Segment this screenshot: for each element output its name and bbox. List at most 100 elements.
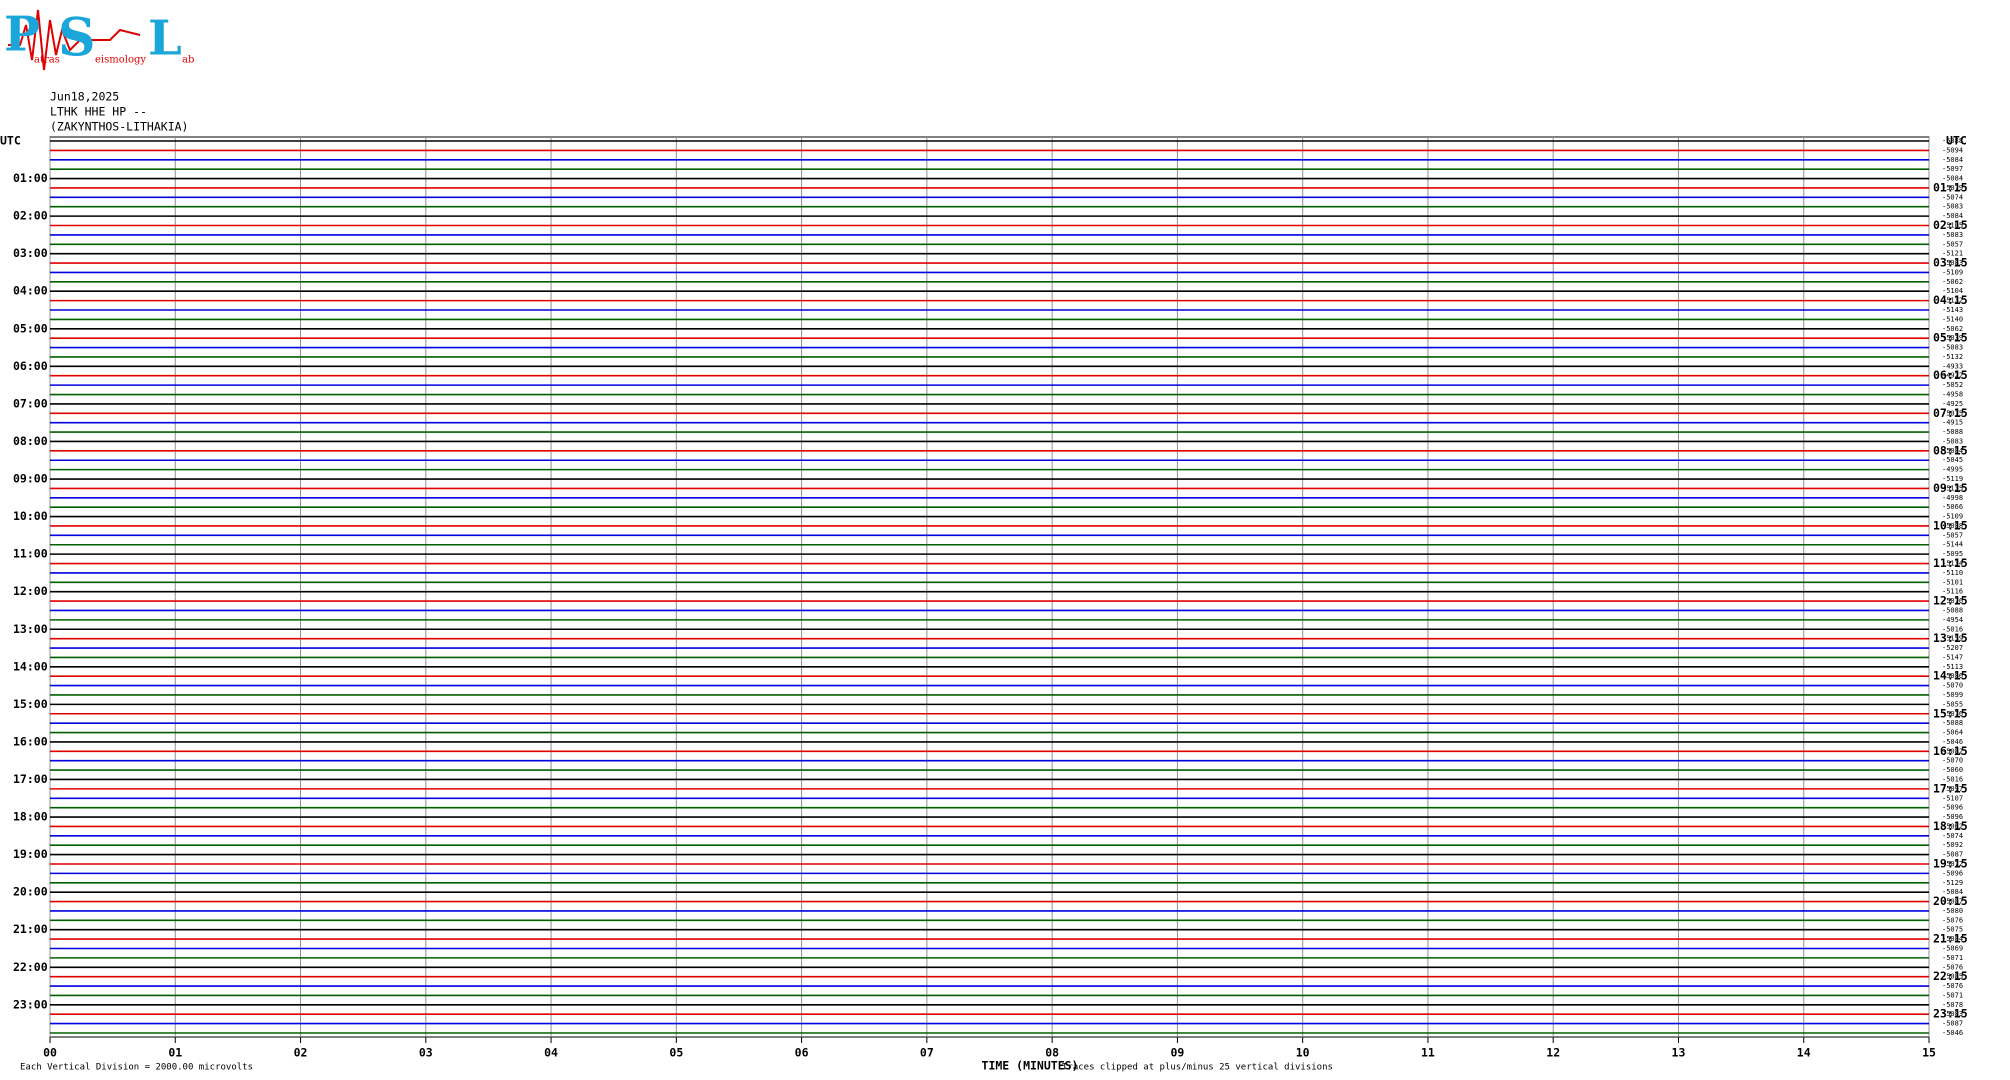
trace-offset: -5132: [1942, 297, 1963, 305]
trace-offset: -5086: [1942, 672, 1963, 680]
trace-offset: -5096: [1942, 804, 1963, 812]
left-time-label: 07:00: [13, 396, 48, 410]
trace-offset: -5116: [1942, 588, 1963, 596]
trace-offset: -5087: [1942, 851, 1963, 859]
trace-offset: -5046: [1942, 738, 1963, 746]
left-time-label: 18:00: [13, 810, 48, 824]
trace-offset: -5062: [1942, 822, 1963, 830]
trace-offset: -4915: [1942, 419, 1963, 427]
logo-wave: [8, 9, 141, 71]
right-time-label: 04:15: [1933, 293, 1968, 307]
trace-offset: -5083: [1942, 231, 1963, 239]
left-time-label: 11:00: [13, 547, 48, 561]
trace-offset: -5143: [1942, 306, 1963, 314]
right-time-label: 03:15: [1933, 256, 1968, 270]
trace-offset: -4933: [1942, 362, 1963, 370]
x-tick-label: 01: [168, 1046, 182, 1060]
trace-offset: -5075: [1942, 926, 1963, 934]
trace-offset: -4925: [1942, 400, 1963, 408]
trace-offset: -5078: [1942, 1001, 1963, 1009]
right-time-label: 05:15: [1933, 331, 1968, 345]
trace-offset: -5113: [1942, 663, 1963, 671]
trace-offset: -4998: [1942, 494, 1963, 502]
trace-offset: -5060: [1942, 766, 1963, 774]
right-title: UTC: [1946, 134, 1967, 148]
trace-offset: -5084: [1942, 212, 1963, 220]
logo-letter: S: [58, 8, 96, 69]
trace-offset: -5121: [1942, 250, 1963, 258]
trace-offset: -5076: [1942, 963, 1963, 971]
note-left: Each Vertical Division = 2000.00 microvo…: [20, 1063, 253, 1073]
trace-offset: -5109: [1942, 268, 1963, 276]
right-time-label: 01:15: [1933, 180, 1968, 194]
x-axis-label: TIME (MINUTES): [982, 1059, 1079, 1073]
left-time-label: 13:00: [13, 622, 48, 636]
right-time-label: 16:15: [1933, 744, 1968, 758]
trace-offset: -5119: [1942, 475, 1963, 483]
logo-letter: P: [4, 7, 40, 63]
trace-offset: -5055: [1942, 700, 1963, 708]
trace-offset: -5101: [1942, 578, 1963, 586]
trace-offset: -5016: [1942, 625, 1963, 633]
trace-offset: -5074: [1942, 832, 1963, 840]
trace-offset: -5080: [1942, 907, 1963, 915]
right-time-label: 13:15: [1933, 631, 1968, 645]
date: Jun18,2025: [50, 90, 119, 104]
trace-offset: -5110: [1942, 569, 1963, 577]
trace-offset: -5071: [1942, 954, 1963, 962]
left-time-label: 20:00: [13, 885, 48, 899]
x-tick-label: 04: [544, 1046, 558, 1060]
left-time-label: 22:00: [13, 960, 48, 974]
left-time-label: 08:00: [13, 434, 48, 448]
trace-offset: -5085: [1942, 973, 1963, 981]
right-time-label: 22:15: [1933, 969, 1968, 983]
logo-letter: L: [148, 11, 182, 67]
trace-offset: -5083: [1942, 1010, 1963, 1018]
trace-offset: -5129: [1942, 879, 1963, 887]
trace-offset: -5207: [1942, 644, 1963, 652]
trace-offset: -5144: [1942, 541, 1963, 549]
trace-offset: -5057: [1942, 531, 1963, 539]
trace-offset: -5096: [1942, 869, 1963, 877]
left-time-label: 03:00: [13, 246, 48, 260]
trace-offset: -5132: [1942, 353, 1963, 361]
trace-offset: -5140: [1942, 315, 1963, 323]
left-time-label: 23:00: [13, 997, 48, 1011]
right-time-label: 20:15: [1933, 894, 1968, 908]
trace-offset: -5039: [1942, 334, 1963, 342]
trace-offset: -5052: [1942, 381, 1963, 389]
trace-offset: -5084: [1942, 888, 1963, 896]
x-tick-label: 03: [419, 1046, 433, 1060]
trace-offset: -5057: [1942, 240, 1963, 248]
trace-offset: -5105: [1942, 222, 1963, 230]
trace-offset: -5045: [1942, 456, 1963, 464]
right-time-label: 14:15: [1933, 669, 1968, 683]
right-time-label: 18:15: [1933, 819, 1968, 833]
trace-offset: -4958: [1942, 391, 1963, 399]
trace-offset: -5070: [1942, 682, 1963, 690]
trace-offset: -5064: [1942, 729, 1963, 737]
right-time-label: 08:15: [1933, 443, 1968, 457]
left-time-label: 19:00: [13, 847, 48, 861]
x-tick-label: 14: [1797, 1046, 1811, 1060]
trace-offset: -5083: [1942, 259, 1963, 267]
trace-offset: -4995: [1942, 466, 1963, 474]
trace-offset: -5109: [1942, 513, 1963, 521]
trace-offset: -5074: [1942, 193, 1963, 201]
trace-offset: -5135: [1942, 484, 1963, 492]
right-time-label: 09:15: [1933, 481, 1968, 495]
trace-offset: -5016: [1942, 775, 1963, 783]
trace-offset: -5082: [1942, 747, 1963, 755]
trace-offset: -5087: [1942, 1020, 1963, 1028]
x-tick-label: 06: [795, 1046, 809, 1060]
left-time-label: 12:00: [13, 584, 48, 598]
x-tick-label: 11: [1421, 1046, 1435, 1060]
trace-offset: -5070: [1942, 757, 1963, 765]
right-time-label: 10:15: [1933, 518, 1968, 532]
trace-offset: -5088: [1942, 719, 1963, 727]
trace-offset: -5062: [1942, 325, 1963, 333]
trace-offset: -5104: [1942, 287, 1963, 295]
trace-offset: -5083: [1942, 203, 1963, 211]
x-tick-label: 10: [1296, 1046, 1310, 1060]
right-time-label: 23:15: [1933, 1007, 1968, 1021]
